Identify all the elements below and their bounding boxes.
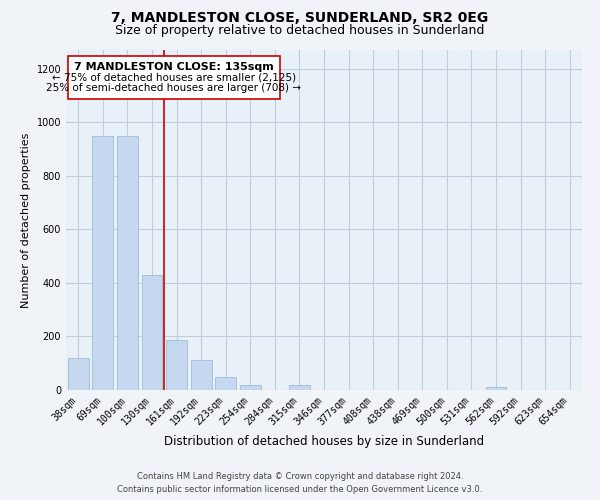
X-axis label: Distribution of detached houses by size in Sunderland: Distribution of detached houses by size … xyxy=(164,435,484,448)
Text: Size of property relative to detached houses in Sunderland: Size of property relative to detached ho… xyxy=(115,24,485,37)
Bar xyxy=(485,386,506,390)
Y-axis label: Number of detached properties: Number of detached properties xyxy=(21,132,31,308)
Bar xyxy=(92,136,113,390)
Text: 7, MANDLESTON CLOSE, SUNDERLAND, SR2 0EG: 7, MANDLESTON CLOSE, SUNDERLAND, SR2 0EG xyxy=(112,11,488,25)
Text: Contains HM Land Registry data © Crown copyright and database right 2024.
Contai: Contains HM Land Registry data © Crown c… xyxy=(118,472,482,494)
Bar xyxy=(215,378,236,390)
FancyBboxPatch shape xyxy=(68,56,280,98)
Bar xyxy=(166,340,187,390)
Bar xyxy=(68,358,89,390)
Bar xyxy=(240,384,261,390)
Bar xyxy=(289,385,310,390)
Bar xyxy=(191,360,212,390)
Bar xyxy=(142,275,163,390)
Text: 25% of semi-detached houses are larger (708) →: 25% of semi-detached houses are larger (… xyxy=(46,82,301,92)
Text: ← 75% of detached houses are smaller (2,125): ← 75% of detached houses are smaller (2,… xyxy=(52,72,296,83)
Bar xyxy=(117,136,138,390)
Text: 7 MANDLESTON CLOSE: 135sqm: 7 MANDLESTON CLOSE: 135sqm xyxy=(74,62,274,72)
